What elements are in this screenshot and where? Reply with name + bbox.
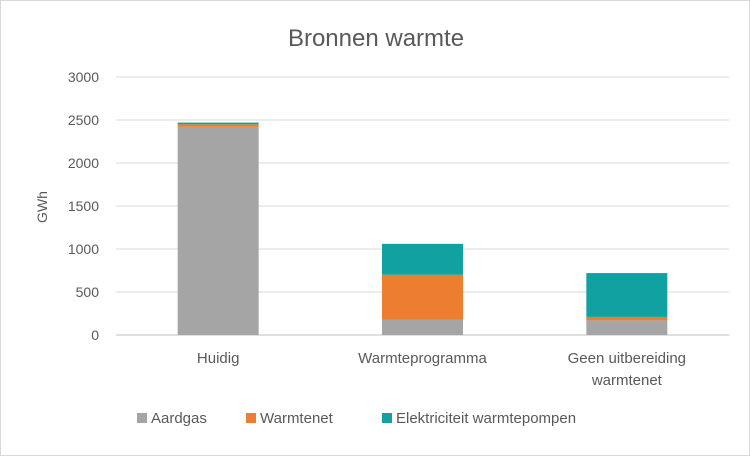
y-tick-labels: 0 500 1000 1500 2000 2500 3000 [68,69,99,343]
category-label: Huidig [197,350,240,367]
legend-label: Aardgas [151,410,207,427]
bar-segment [586,273,668,317]
y-tick-label: 0 [91,327,99,343]
legend-swatch [137,413,147,423]
legend-label: Elektriciteit warmtepompen [396,410,576,427]
y-tick-label: 2000 [68,155,99,171]
legend-swatch [246,413,256,423]
y-tick-label: 3000 [68,69,99,85]
y-tick-label: 1500 [68,198,99,214]
y-tick-label: 2500 [68,112,99,128]
bar-segment [382,319,463,335]
bar-segment [177,124,259,127]
category-label: Geen uitbereiding [568,350,686,367]
legend-label: Warmtenet [260,410,334,427]
y-tick-label: 500 [76,284,100,300]
y-tick-label: 1000 [68,241,99,257]
bar-segment [586,316,668,321]
legend-swatch [382,413,392,423]
y-axis-label: GWh [34,191,50,223]
category-label: Warmteprogramma [358,350,487,367]
bar-segment [586,320,668,335]
bar-segment [382,274,463,320]
category-labels: Huidig Warmteprogramma Geen uitbereiding wa… [197,350,686,389]
chart-title: Bronnen warmte [288,25,464,52]
bar-segment [177,122,259,125]
bars [177,122,668,335]
bar-segment [177,126,259,335]
legend: Aardgas Warmtenet Elektriciteit warmtepomp… [137,410,576,427]
category-label: warmtenet [591,372,663,389]
bar-segment [382,243,463,275]
